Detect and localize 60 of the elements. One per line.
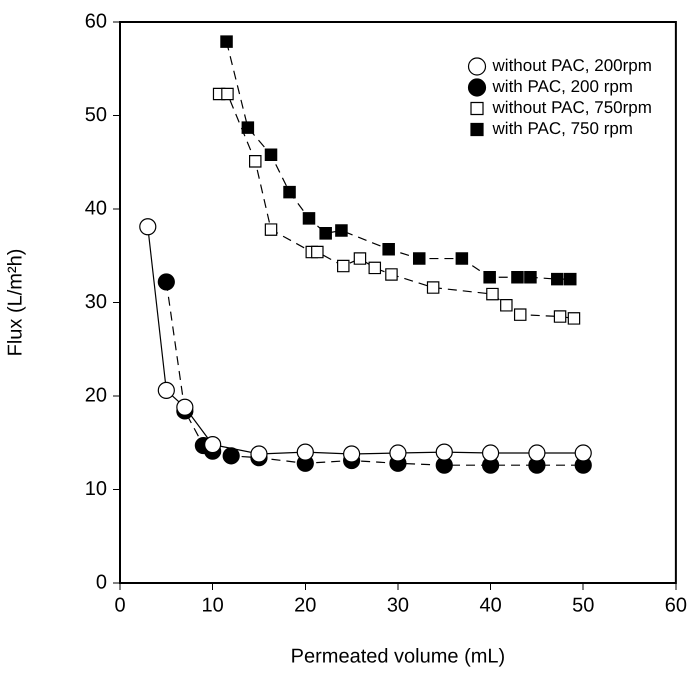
point bbox=[343, 445, 360, 463]
y-axis-title: Flux (L/m²h) bbox=[4, 248, 27, 356]
point bbox=[456, 252, 468, 265]
point bbox=[335, 224, 348, 237]
point bbox=[249, 155, 262, 168]
point bbox=[500, 299, 513, 312]
x-tick-label: 10 bbox=[202, 594, 224, 617]
x-tick-label: 0 bbox=[114, 594, 126, 617]
point bbox=[221, 88, 234, 100]
y-tick-label: 30 bbox=[84, 291, 107, 314]
point bbox=[242, 121, 254, 134]
point bbox=[551, 272, 564, 286]
point bbox=[296, 444, 314, 461]
point bbox=[412, 252, 426, 265]
point bbox=[337, 260, 350, 272]
point bbox=[176, 398, 194, 416]
point bbox=[528, 444, 546, 462]
x-axis-title: Permeated volume (mL) bbox=[290, 646, 506, 668]
legend-label: without PAC, 750rpm bbox=[492, 98, 652, 118]
point bbox=[264, 223, 278, 236]
point bbox=[204, 436, 222, 454]
x-tick-label: 40 bbox=[479, 594, 502, 617]
point bbox=[389, 444, 407, 462]
point bbox=[220, 35, 233, 48]
point bbox=[524, 271, 537, 284]
legend-label: without PAC, 200rpm bbox=[492, 56, 652, 76]
point bbox=[482, 444, 500, 462]
y-tick-label: 40 bbox=[84, 198, 107, 220]
point bbox=[354, 252, 366, 265]
point bbox=[319, 227, 332, 240]
point bbox=[574, 444, 592, 462]
point bbox=[368, 262, 382, 274]
x-tick-label: 60 bbox=[664, 594, 687, 617]
point bbox=[568, 312, 580, 325]
y-tick-label: 20 bbox=[84, 384, 107, 407]
x-tick-label: 50 bbox=[572, 594, 594, 617]
point bbox=[382, 242, 395, 256]
legend-label: with PAC, 750 rpm bbox=[492, 119, 633, 138]
point bbox=[302, 212, 316, 225]
y-tick-label: 0 bbox=[96, 572, 107, 594]
x-tick-label: 30 bbox=[386, 594, 410, 617]
point bbox=[222, 447, 240, 464]
y-tick-label: 50 bbox=[84, 104, 107, 126]
point bbox=[564, 272, 577, 286]
y-tick-label: 10 bbox=[84, 478, 107, 500]
point bbox=[158, 273, 175, 291]
point bbox=[486, 288, 499, 300]
point bbox=[511, 271, 524, 284]
legend-label: with PAC, 200 rpm bbox=[492, 77, 633, 96]
point bbox=[426, 281, 440, 294]
point bbox=[311, 246, 324, 258]
point bbox=[554, 310, 566, 323]
point bbox=[250, 445, 268, 463]
point bbox=[483, 271, 496, 284]
point bbox=[283, 186, 296, 198]
y-tick-label: 60 bbox=[84, 10, 107, 33]
point bbox=[385, 268, 398, 281]
point bbox=[514, 308, 526, 321]
x-tick-label: 20 bbox=[294, 594, 316, 617]
point bbox=[264, 148, 278, 162]
